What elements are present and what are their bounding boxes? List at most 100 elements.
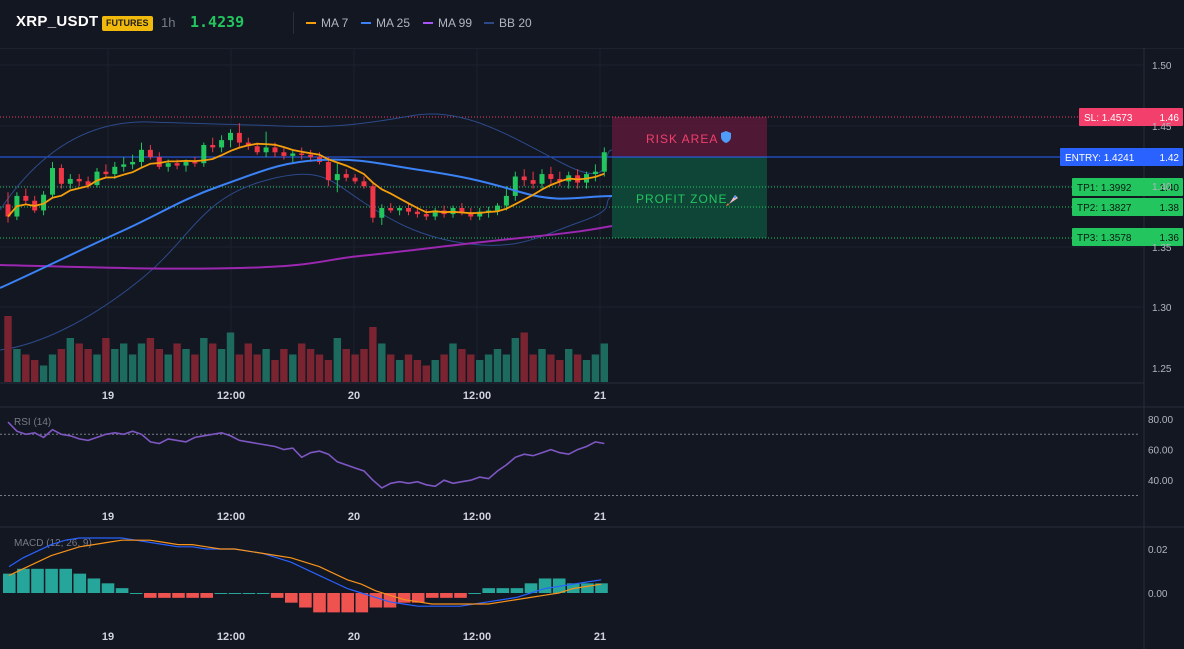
volume-bar: [244, 343, 252, 382]
legend-ma25[interactable]: MA 25: [361, 16, 410, 30]
tp1-tag-bg: [1072, 178, 1183, 196]
volume-bar: [31, 360, 39, 382]
time-tick-label: 21: [594, 631, 606, 643]
volume-bar: [324, 360, 333, 382]
candle-body: [67, 178, 73, 184]
entry-tag-bg: [1060, 148, 1183, 166]
volume-bar: [235, 354, 244, 382]
macd-histogram-bar: [228, 593, 242, 594]
volume-bar: [146, 338, 155, 382]
volume-bar: [315, 354, 324, 382]
macd-histogram-bar: [369, 593, 383, 608]
tp1-tag-price: 1.40: [1160, 183, 1180, 194]
time-tick-label: 19: [102, 511, 114, 523]
candle-body: [539, 174, 545, 184]
macd-histogram-bar: [496, 588, 510, 593]
time-tick-label: 19: [102, 390, 114, 402]
rsi-label: RSI (14): [14, 417, 51, 428]
candle-body: [308, 154, 314, 158]
volume-bar: [538, 349, 546, 382]
volume-bar: [404, 354, 413, 382]
macd-histogram-bar: [158, 593, 171, 598]
macd-histogram-bar: [45, 568, 58, 593]
price-axis[interactable]: 1.50 1.45 1.40 1.35 1.30 1.25: [1152, 61, 1172, 375]
macd-histogram-bar: [468, 593, 481, 594]
macd-histogram-bar: [355, 593, 369, 613]
candle-body: [370, 186, 376, 218]
volume-bar: [600, 343, 608, 382]
macd-histogram-bar: [214, 593, 228, 594]
bb20-swatch: [484, 22, 494, 24]
candle-body: [85, 181, 91, 185]
candle-body: [281, 152, 287, 156]
time-tick-label: 12:00: [463, 390, 491, 402]
tp2-tag-label: TP2: 1.3827: [1077, 203, 1132, 214]
candle-body: [201, 144, 207, 164]
volume-bar: [39, 365, 48, 382]
candle-body: [263, 147, 269, 153]
candle-body: [183, 161, 189, 166]
legend-ma7[interactable]: MA 7: [306, 16, 348, 30]
macd-histogram-bar: [242, 593, 256, 594]
trading-chart[interactable]: RISK AREA PROFIT ZONE SL: 1.4573 1.46 ENTR…: [0, 48, 1184, 649]
candle-body: [325, 161, 331, 181]
macd-tick-label: 0.02: [1148, 545, 1168, 556]
volume-bar: [137, 343, 146, 382]
last-price: 1.4239: [190, 13, 245, 31]
macd-histogram-bar: [595, 583, 608, 593]
macd-histogram-bar: [581, 583, 594, 593]
volume-bar: [573, 354, 582, 382]
volume-bar: [289, 354, 297, 382]
candle-body: [530, 180, 536, 184]
tp3-tag-label: TP3: 1.3578: [1077, 233, 1132, 244]
time-tick-label: 12:00: [217, 631, 245, 643]
volume-bar: [458, 349, 466, 382]
candle-body: [76, 178, 82, 182]
legend-ma99[interactable]: MA 99: [423, 16, 472, 30]
rsi-line: [7, 421, 605, 489]
candle-body: [495, 205, 500, 211]
volume-bar: [4, 316, 12, 382]
candle-body: [397, 208, 403, 211]
macd-histogram-bar: [144, 593, 157, 598]
macd-histogram-bar: [101, 583, 115, 593]
price-tick-label: 1.30: [1152, 303, 1172, 314]
volume-bar: [164, 354, 172, 382]
shield-icon: [721, 131, 731, 143]
legend-ma99-label: MA 99: [438, 16, 473, 30]
tp2-tag-bg: [1072, 198, 1183, 216]
level-tags: SL: 1.4573 1.46 ENTRY: 1.4241 1.42 TP1: 1.39…: [1060, 108, 1183, 246]
symbol-label[interactable]: XRP_USDT: [16, 13, 99, 30]
macd-histogram-bar: [397, 593, 411, 603]
legend-bb20[interactable]: BB 20: [484, 16, 532, 30]
time-axis[interactable]: 19 12:00 20 12:00 21 19 12:00 20 12:00 21 19 12:00 2…: [102, 390, 606, 643]
macd-histogram-bar: [59, 568, 72, 593]
macd-tick-label: 0.00: [1148, 589, 1168, 600]
volume-bar: [66, 338, 74, 382]
time-tick-label: 12:00: [463, 511, 491, 523]
tp3-tag-bg: [1072, 228, 1183, 246]
macd-histogram-bar: [17, 568, 30, 593]
rsi-tick-label: 40.00: [1148, 476, 1173, 487]
volume-bar: [262, 349, 270, 382]
price-tick-label: 1.25: [1152, 364, 1172, 375]
entry-tag-label: ENTRY: 1.4241: [1065, 153, 1135, 164]
candle-body: [379, 208, 385, 218]
candle-body: [139, 149, 144, 162]
volume-bar: [369, 327, 377, 382]
volume-bars: [4, 316, 608, 382]
candle-body: [406, 208, 411, 212]
candle-body: [112, 166, 118, 175]
candle-body: [557, 178, 563, 182]
profit-zone-label: PROFIT ZONE: [636, 192, 727, 206]
tp1-tag-label: TP1: 1.3992: [1077, 183, 1132, 194]
legend-bb20-label: BB 20: [499, 16, 532, 30]
volume-bar: [520, 332, 528, 382]
volume-bar: [209, 343, 217, 382]
volume-bar: [13, 349, 21, 382]
candle-body: [503, 195, 509, 206]
volume-bar: [306, 349, 315, 382]
timeframe-label[interactable]: 1h: [161, 15, 176, 30]
volume-bar: [351, 354, 359, 382]
sl-tag-price: 1.46: [1160, 113, 1180, 124]
